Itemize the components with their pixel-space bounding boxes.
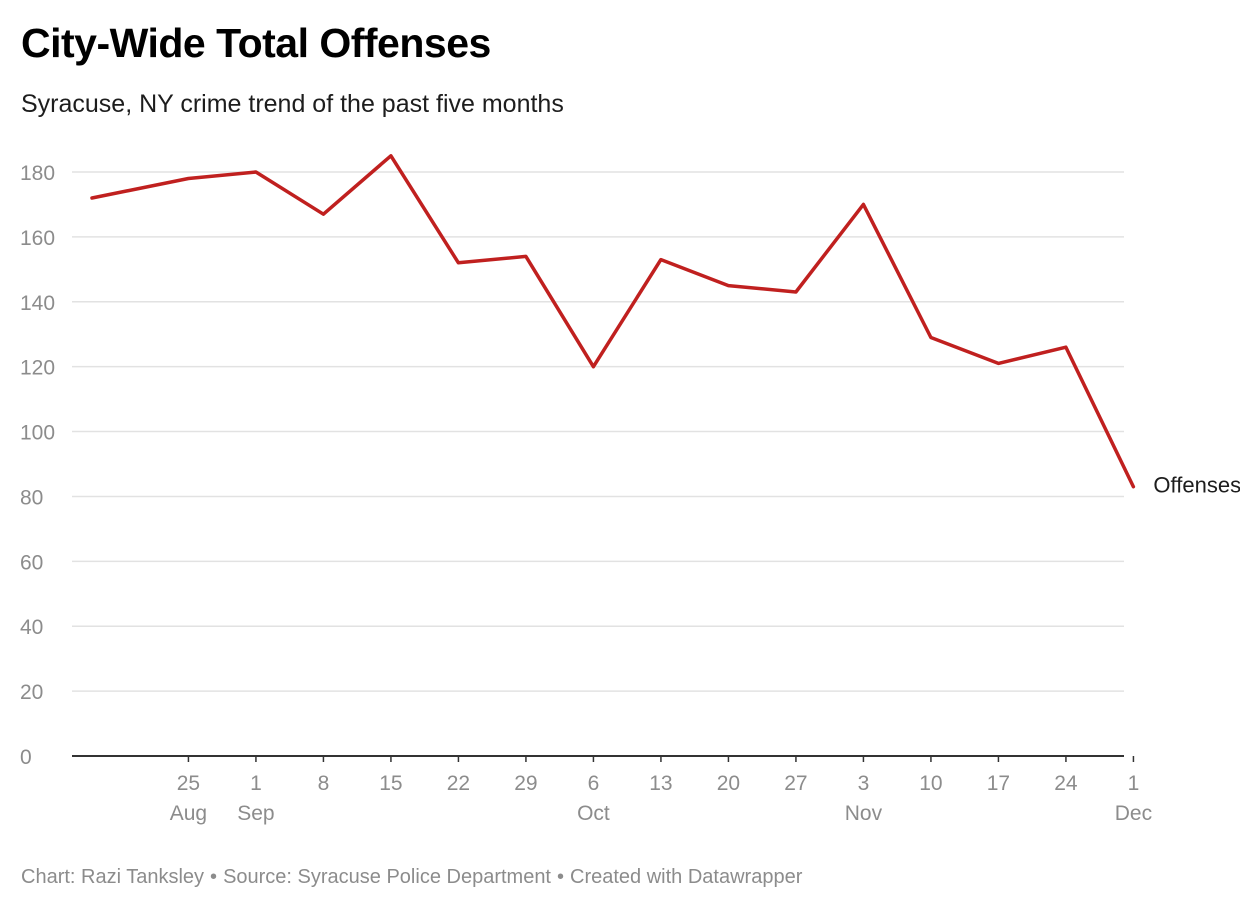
x-tick-label: 27: [784, 772, 807, 795]
x-tick-month-label: Sep: [237, 802, 274, 825]
x-tick-month-label: Dec: [1115, 802, 1152, 825]
chart-credit: Chart: Razi Tanksley: [21, 866, 205, 888]
series-layer: Offenses: [90, 154, 1240, 498]
chart-footer: Chart: Razi Tanksley • Source: Syracuse Po…: [21, 866, 802, 889]
x-tick-month-label: Nov: [845, 802, 883, 825]
x-tick-label: 1: [1128, 772, 1140, 795]
data-point: [524, 254, 528, 258]
y-tick-label: 180: [20, 162, 55, 185]
data-point: [726, 284, 730, 288]
data-point: [389, 154, 393, 158]
footer-separator: •: [557, 866, 565, 888]
y-tick-label: 140: [20, 292, 55, 315]
y-tick-label: 60: [20, 551, 43, 574]
x-tick-label: 24: [1054, 772, 1078, 795]
x-tick-label: 22: [447, 772, 470, 795]
gridlines: [72, 171, 1124, 757]
data-point: [456, 261, 460, 265]
data-point: [929, 335, 933, 339]
x-tick-month-label: Oct: [577, 802, 610, 825]
data-point: [1131, 485, 1135, 489]
data-point: [186, 176, 190, 180]
x-tick-label: 13: [649, 772, 672, 795]
chart-subtitle: Syracuse, NY crime trend of the past fiv…: [21, 90, 564, 118]
x-axis-ticks: 25 Aug 1 Sep 8 15 22 29 6 Oct 13 20 27 3 Nov 10 17 24 1 Dec: [170, 756, 1152, 825]
y-tick-label: 100: [20, 422, 55, 445]
x-tick-label: 3: [858, 772, 870, 795]
data-point: [659, 258, 663, 262]
x-tick-label: 25: [177, 772, 200, 795]
y-axis-ticks: 0 20 40 60 80 100 120 140 160 180: [20, 162, 55, 769]
x-tick-month-label: Aug: [170, 802, 207, 825]
chart-source: Source: Syracuse Police Department: [223, 866, 551, 888]
data-point: [90, 196, 94, 200]
data-point: [1064, 345, 1068, 349]
x-tick-label: 10: [919, 772, 942, 795]
y-tick-label: 0: [20, 746, 32, 769]
x-tick-label: 6: [588, 772, 600, 795]
x-tick-label: 8: [318, 772, 330, 795]
y-tick-label: 40: [20, 616, 43, 639]
chart-title: City-Wide Total Offenses: [21, 20, 491, 66]
data-point: [254, 170, 258, 174]
data-point: [794, 290, 798, 294]
x-tick-label: 17: [987, 772, 1010, 795]
y-tick-label: 80: [20, 486, 43, 509]
footer-separator: •: [210, 866, 218, 888]
y-tick-label: 120: [20, 357, 55, 380]
x-tick-label: 29: [514, 772, 537, 795]
data-point: [861, 202, 865, 206]
x-tick-label: 15: [379, 772, 402, 795]
created-with: Created with Datawrapper: [570, 866, 803, 888]
series-line-offenses: [90, 154, 1136, 489]
data-point: [591, 365, 595, 369]
y-tick-label: 20: [20, 681, 43, 704]
series-label-offenses: Offenses: [1153, 473, 1240, 498]
data-point: [996, 361, 1000, 365]
x-tick-label: 1: [250, 772, 262, 795]
x-tick-label: 20: [717, 772, 740, 795]
y-tick-label: 160: [20, 227, 55, 250]
data-point: [321, 212, 325, 216]
